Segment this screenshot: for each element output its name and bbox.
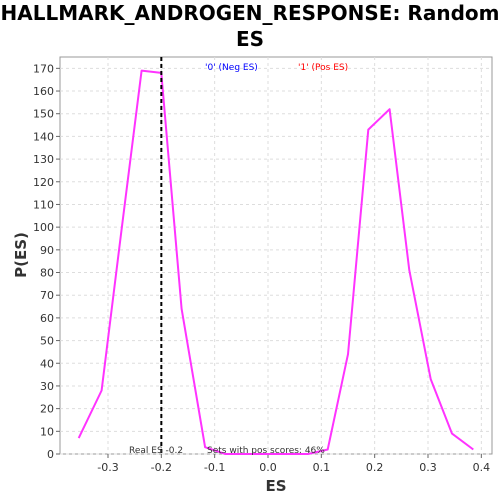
y-tick-label: 140: [33, 130, 54, 143]
y-tick-label: 120: [33, 176, 54, 189]
y-tick-label: 0: [47, 448, 54, 461]
x-tick-label: 0.3: [419, 461, 437, 474]
plot-area: [59, 56, 493, 455]
distribution-series-line: [77, 69, 474, 455]
y-tick-label: 60: [40, 312, 54, 325]
real-es-label: Real ES -0.2: [129, 446, 183, 456]
x-tick-label: -0.2: [151, 461, 172, 474]
y-tick-label: 70: [40, 289, 54, 302]
y-tick-label: 130: [33, 153, 54, 166]
x-tick-label: 0.0: [259, 461, 277, 474]
x-tick-label: -0.1: [204, 461, 225, 474]
y-tick-label: 110: [33, 198, 54, 211]
chart-title-line1: HALLMARK_ANDROGEN_RESPONSE: Random ES: [0, 1, 500, 51]
y-tick-label: 100: [33, 221, 54, 234]
legend-entry: '0' (Neg ES): [205, 63, 258, 73]
y-tick-label: 80: [40, 267, 54, 280]
y-tick-label: 40: [40, 357, 54, 370]
x-axis-label: ES: [265, 477, 286, 495]
x-tick-label: 0.4: [473, 461, 491, 474]
pos-scores-label: Sets with pos scores: 46%: [207, 446, 325, 456]
y-tick-label: 160: [33, 85, 54, 98]
annotation-layer: Real ES -0.2 Sets with pos scores: 46% '0'…: [129, 57, 348, 456]
y-tick-label: 10: [40, 425, 54, 438]
y-tick-label: 90: [40, 244, 54, 257]
y-axis-label: P(ES): [12, 232, 30, 278]
y-tick-label: 150: [33, 108, 54, 121]
y-tick-label: 30: [40, 380, 54, 393]
y-tick-label: 170: [33, 62, 54, 75]
x-tick-label: 0.1: [313, 461, 331, 474]
series-layer: [77, 69, 474, 455]
x-tick-label: 0.2: [366, 461, 384, 474]
x-tick-label: -0.3: [97, 461, 118, 474]
y-tick-label: 50: [40, 335, 54, 348]
y-tick-label: 20: [40, 403, 54, 416]
axes: 0 10 20 30 40 50 60 70 80 90 100 110 120 130 140 150 160…: [33, 62, 490, 474]
legend-entry: '1' (Pos ES): [298, 63, 348, 73]
